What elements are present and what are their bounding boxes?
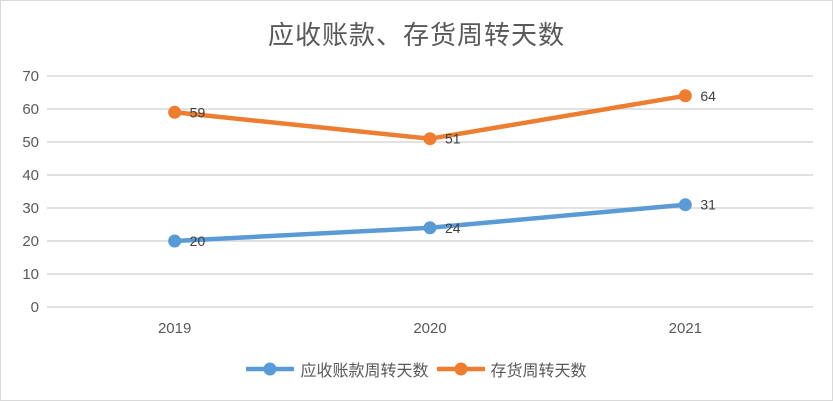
legend-line-marker-icon	[436, 362, 485, 376]
data-label: 31	[700, 197, 716, 213]
legend-line-marker-icon	[246, 362, 295, 376]
data-point-marker	[423, 221, 437, 235]
legend-item: 应收账款周转天数	[246, 357, 429, 381]
data-point-marker	[678, 198, 692, 212]
y-axis-tick-label: 20	[22, 233, 39, 250]
data-point-marker	[168, 105, 182, 119]
x-axis-tick-label: 2020	[413, 320, 446, 337]
data-label: 20	[190, 233, 206, 249]
x-axis-tick-label: 2019	[158, 320, 191, 337]
y-axis-tick-label: 30	[22, 200, 39, 217]
y-axis-tick-label: 60	[22, 101, 39, 118]
y-axis-tick-label: 50	[22, 134, 39, 151]
data-point-marker	[678, 89, 692, 103]
data-point-marker	[423, 132, 437, 146]
y-axis-tick-label: 70	[22, 68, 39, 85]
y-axis-tick-label: 10	[22, 266, 39, 283]
data-label: 59	[190, 104, 206, 120]
legend-item: 存货周转天数	[436, 357, 587, 381]
data-label: 24	[445, 220, 461, 236]
legend-label: 存货周转天数	[490, 363, 587, 380]
y-axis-tick-label: 40	[22, 167, 39, 184]
data-label: 64	[700, 88, 716, 104]
chart-legend: 应收账款周转天数 存货周转天数	[1, 357, 832, 381]
data-point-marker	[168, 234, 182, 248]
x-axis-tick-label: 2021	[669, 320, 702, 337]
data-label: 51	[445, 131, 461, 147]
legend-label: 应收账款周转天数	[300, 363, 429, 380]
y-axis-tick-label: 0	[31, 299, 39, 316]
